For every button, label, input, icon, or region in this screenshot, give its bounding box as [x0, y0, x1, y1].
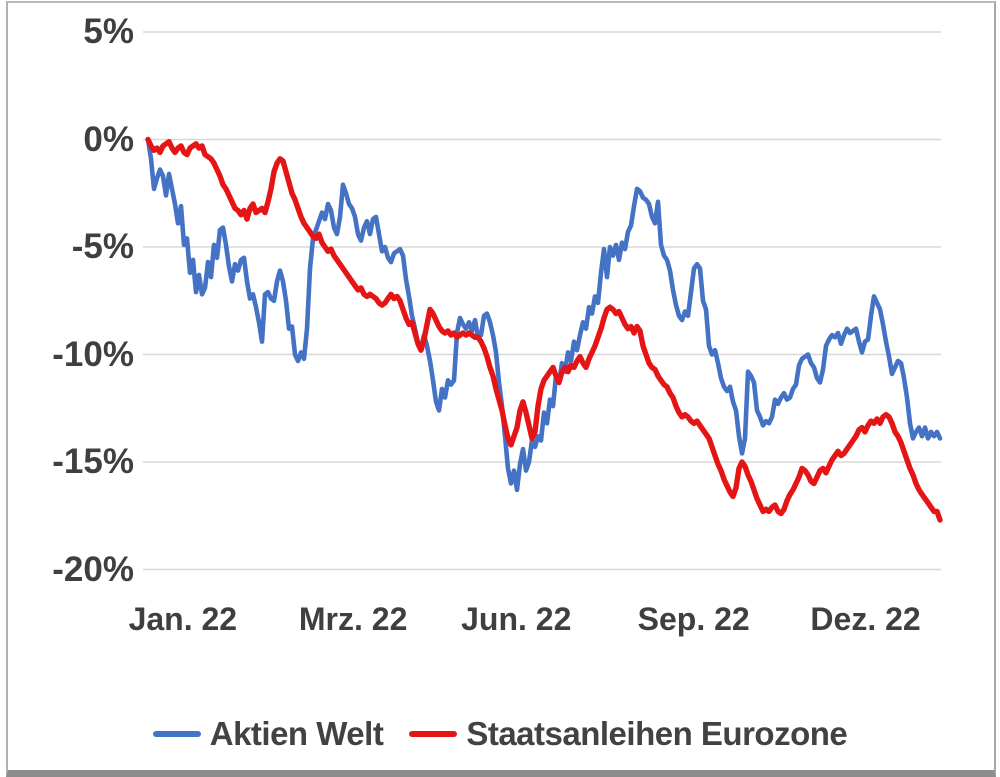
y-tick-label: 0% — [83, 119, 134, 159]
x-tick-label: Jan. 22 — [128, 601, 238, 637]
legend-label: Staatsanleihen Eurozone — [466, 715, 848, 752]
y-tick-label: -15% — [52, 442, 134, 481]
x-tick-label: Mrz. 22 — [298, 601, 408, 637]
y-tick-label: -5% — [71, 227, 134, 266]
legend-label: Aktien Welt — [209, 715, 384, 752]
legend: Aktien Welt Staatsanleihen Eurozone — [0, 708, 1000, 760]
legend-line-swatch-blue — [152, 731, 201, 737]
x-tick-label: Dez. 22 — [810, 601, 921, 637]
y-tick-label: -20% — [52, 549, 134, 589]
legend-item-aktien-welt: Aktien Welt — [152, 715, 384, 753]
x-tick-label: Jun. 22 — [461, 601, 572, 637]
legend-line-swatch-red — [409, 731, 458, 737]
y-tick-label: -10% — [52, 334, 134, 374]
y-tick-label: 5% — [83, 12, 134, 51]
x-tick-label: Sep. 22 — [637, 601, 750, 637]
legend-item-staatsanleihen-eurozone: Staatsanleihen Eurozone — [409, 715, 848, 753]
